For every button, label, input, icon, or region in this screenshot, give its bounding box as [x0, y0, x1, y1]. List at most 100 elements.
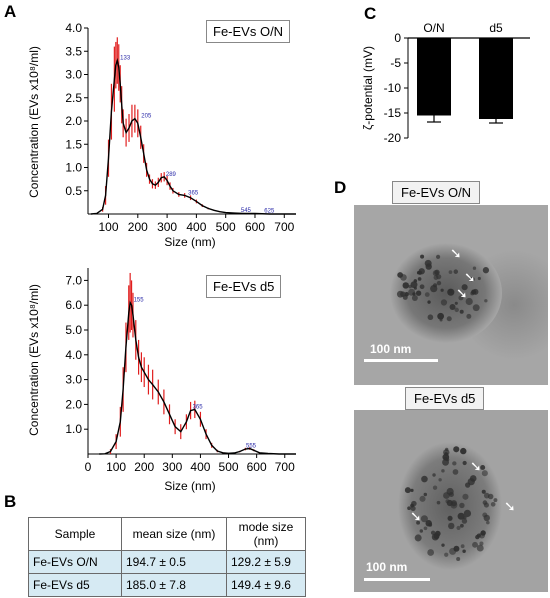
particle — [437, 312, 445, 320]
particle — [452, 461, 457, 466]
x-tick-label: 700 — [274, 220, 294, 234]
cell-mean: 194.7 ± 0.5 — [121, 550, 227, 574]
particle — [427, 549, 435, 556]
x-tick-label: 600 — [245, 220, 265, 234]
arrow-icon: ➘ — [410, 508, 422, 524]
particle — [407, 506, 411, 511]
particle — [432, 270, 439, 277]
particle — [410, 505, 416, 512]
y-axis-label-d5: Concentration (EVs x10⁸/ml) — [27, 284, 41, 436]
size-table: Sample mean size (nm) mode size (nm) Fe-… — [28, 517, 306, 597]
particle — [444, 552, 449, 557]
y-tick-label: -10 — [384, 81, 402, 95]
particle — [446, 499, 453, 507]
particle — [419, 284, 425, 290]
particle — [440, 288, 444, 292]
header-sample: Sample — [28, 517, 122, 551]
cell-mode: 129.2 ± 5.9 — [226, 550, 306, 574]
particle — [461, 518, 468, 524]
particle — [482, 512, 488, 518]
particle — [493, 498, 498, 503]
particle — [483, 502, 489, 508]
scale-bar-d5 — [364, 578, 430, 581]
particle — [430, 530, 436, 535]
particle — [404, 292, 409, 297]
particle — [460, 447, 467, 455]
particle — [459, 309, 464, 314]
x-tick-label: 600 — [247, 460, 267, 474]
peak-label: 555 — [246, 444, 257, 450]
x-tick-label: 100 — [106, 460, 126, 474]
particle — [423, 526, 428, 531]
x-tick-label: 200 — [128, 220, 148, 234]
y-tick-label: 1.0 — [65, 161, 82, 175]
particle — [490, 501, 496, 507]
particle — [433, 533, 440, 540]
particle — [480, 530, 486, 536]
series-line — [99, 300, 296, 455]
peak-label: 155 — [134, 298, 145, 304]
particle — [487, 493, 494, 500]
particle — [454, 301, 458, 305]
peak-label: 545 — [241, 208, 252, 214]
table-row: Fe-EVs d5 185.0 ± 7.8 149.4 ± 9.6 — [28, 573, 306, 597]
particle — [466, 313, 472, 319]
particle — [461, 284, 468, 291]
peak-label: 205 — [141, 114, 152, 120]
tem-label-d5: Fe-EVs d5 — [405, 387, 485, 410]
x-tick-label: 700 — [275, 460, 295, 474]
y-tick-label: 2.5 — [65, 91, 82, 105]
particle — [458, 295, 464, 301]
particle — [423, 492, 428, 497]
category-label: d5 — [489, 21, 503, 35]
series-line — [90, 57, 296, 215]
y-tick-label: -20 — [384, 131, 402, 145]
tem-texture-d5 — [398, 442, 502, 570]
y-tick-label: 6.0 — [65, 298, 82, 312]
particle — [476, 544, 484, 552]
y-axis-label-on: Concentration (EVs x10⁸/ml) — [27, 46, 41, 198]
particle — [453, 545, 460, 552]
particle — [436, 500, 441, 505]
y-tick-label: 5.0 — [65, 323, 82, 337]
particle — [462, 460, 467, 466]
y-tick-label: 1.0 — [65, 422, 82, 436]
particle — [440, 299, 448, 306]
particle — [438, 478, 442, 482]
y-tick-label: 2.0 — [65, 114, 82, 128]
particle — [481, 470, 488, 477]
particle — [436, 254, 441, 259]
particle — [453, 269, 459, 274]
particle — [410, 488, 414, 492]
particle — [453, 446, 460, 453]
y-tick-label: 0.5 — [65, 184, 82, 198]
peak-label: 365 — [193, 404, 204, 410]
particle — [428, 522, 433, 527]
particle — [462, 549, 466, 553]
particle — [445, 447, 449, 452]
particle — [416, 520, 421, 525]
y-tick-label: 3.0 — [65, 68, 82, 82]
particle — [420, 254, 425, 259]
particle — [404, 487, 411, 494]
particle — [476, 533, 481, 538]
y-tick-label: 2.0 — [65, 397, 82, 411]
particle — [419, 529, 424, 533]
particle — [462, 493, 469, 500]
particle — [432, 473, 436, 477]
particle — [456, 525, 461, 530]
particle — [472, 541, 478, 548]
y-tick-label: 3.5 — [65, 44, 82, 58]
particle — [414, 534, 422, 542]
particle — [448, 270, 453, 274]
particle — [441, 469, 445, 473]
particle — [411, 294, 418, 301]
particle — [420, 515, 428, 523]
particle — [415, 290, 422, 296]
panel-letter-d: D — [334, 178, 347, 197]
x-tick-label: 100 — [98, 220, 118, 234]
particle — [430, 284, 438, 293]
particle — [424, 292, 430, 297]
x-tick-label: 400 — [186, 220, 206, 234]
y-tick-label: 0 — [394, 31, 401, 45]
